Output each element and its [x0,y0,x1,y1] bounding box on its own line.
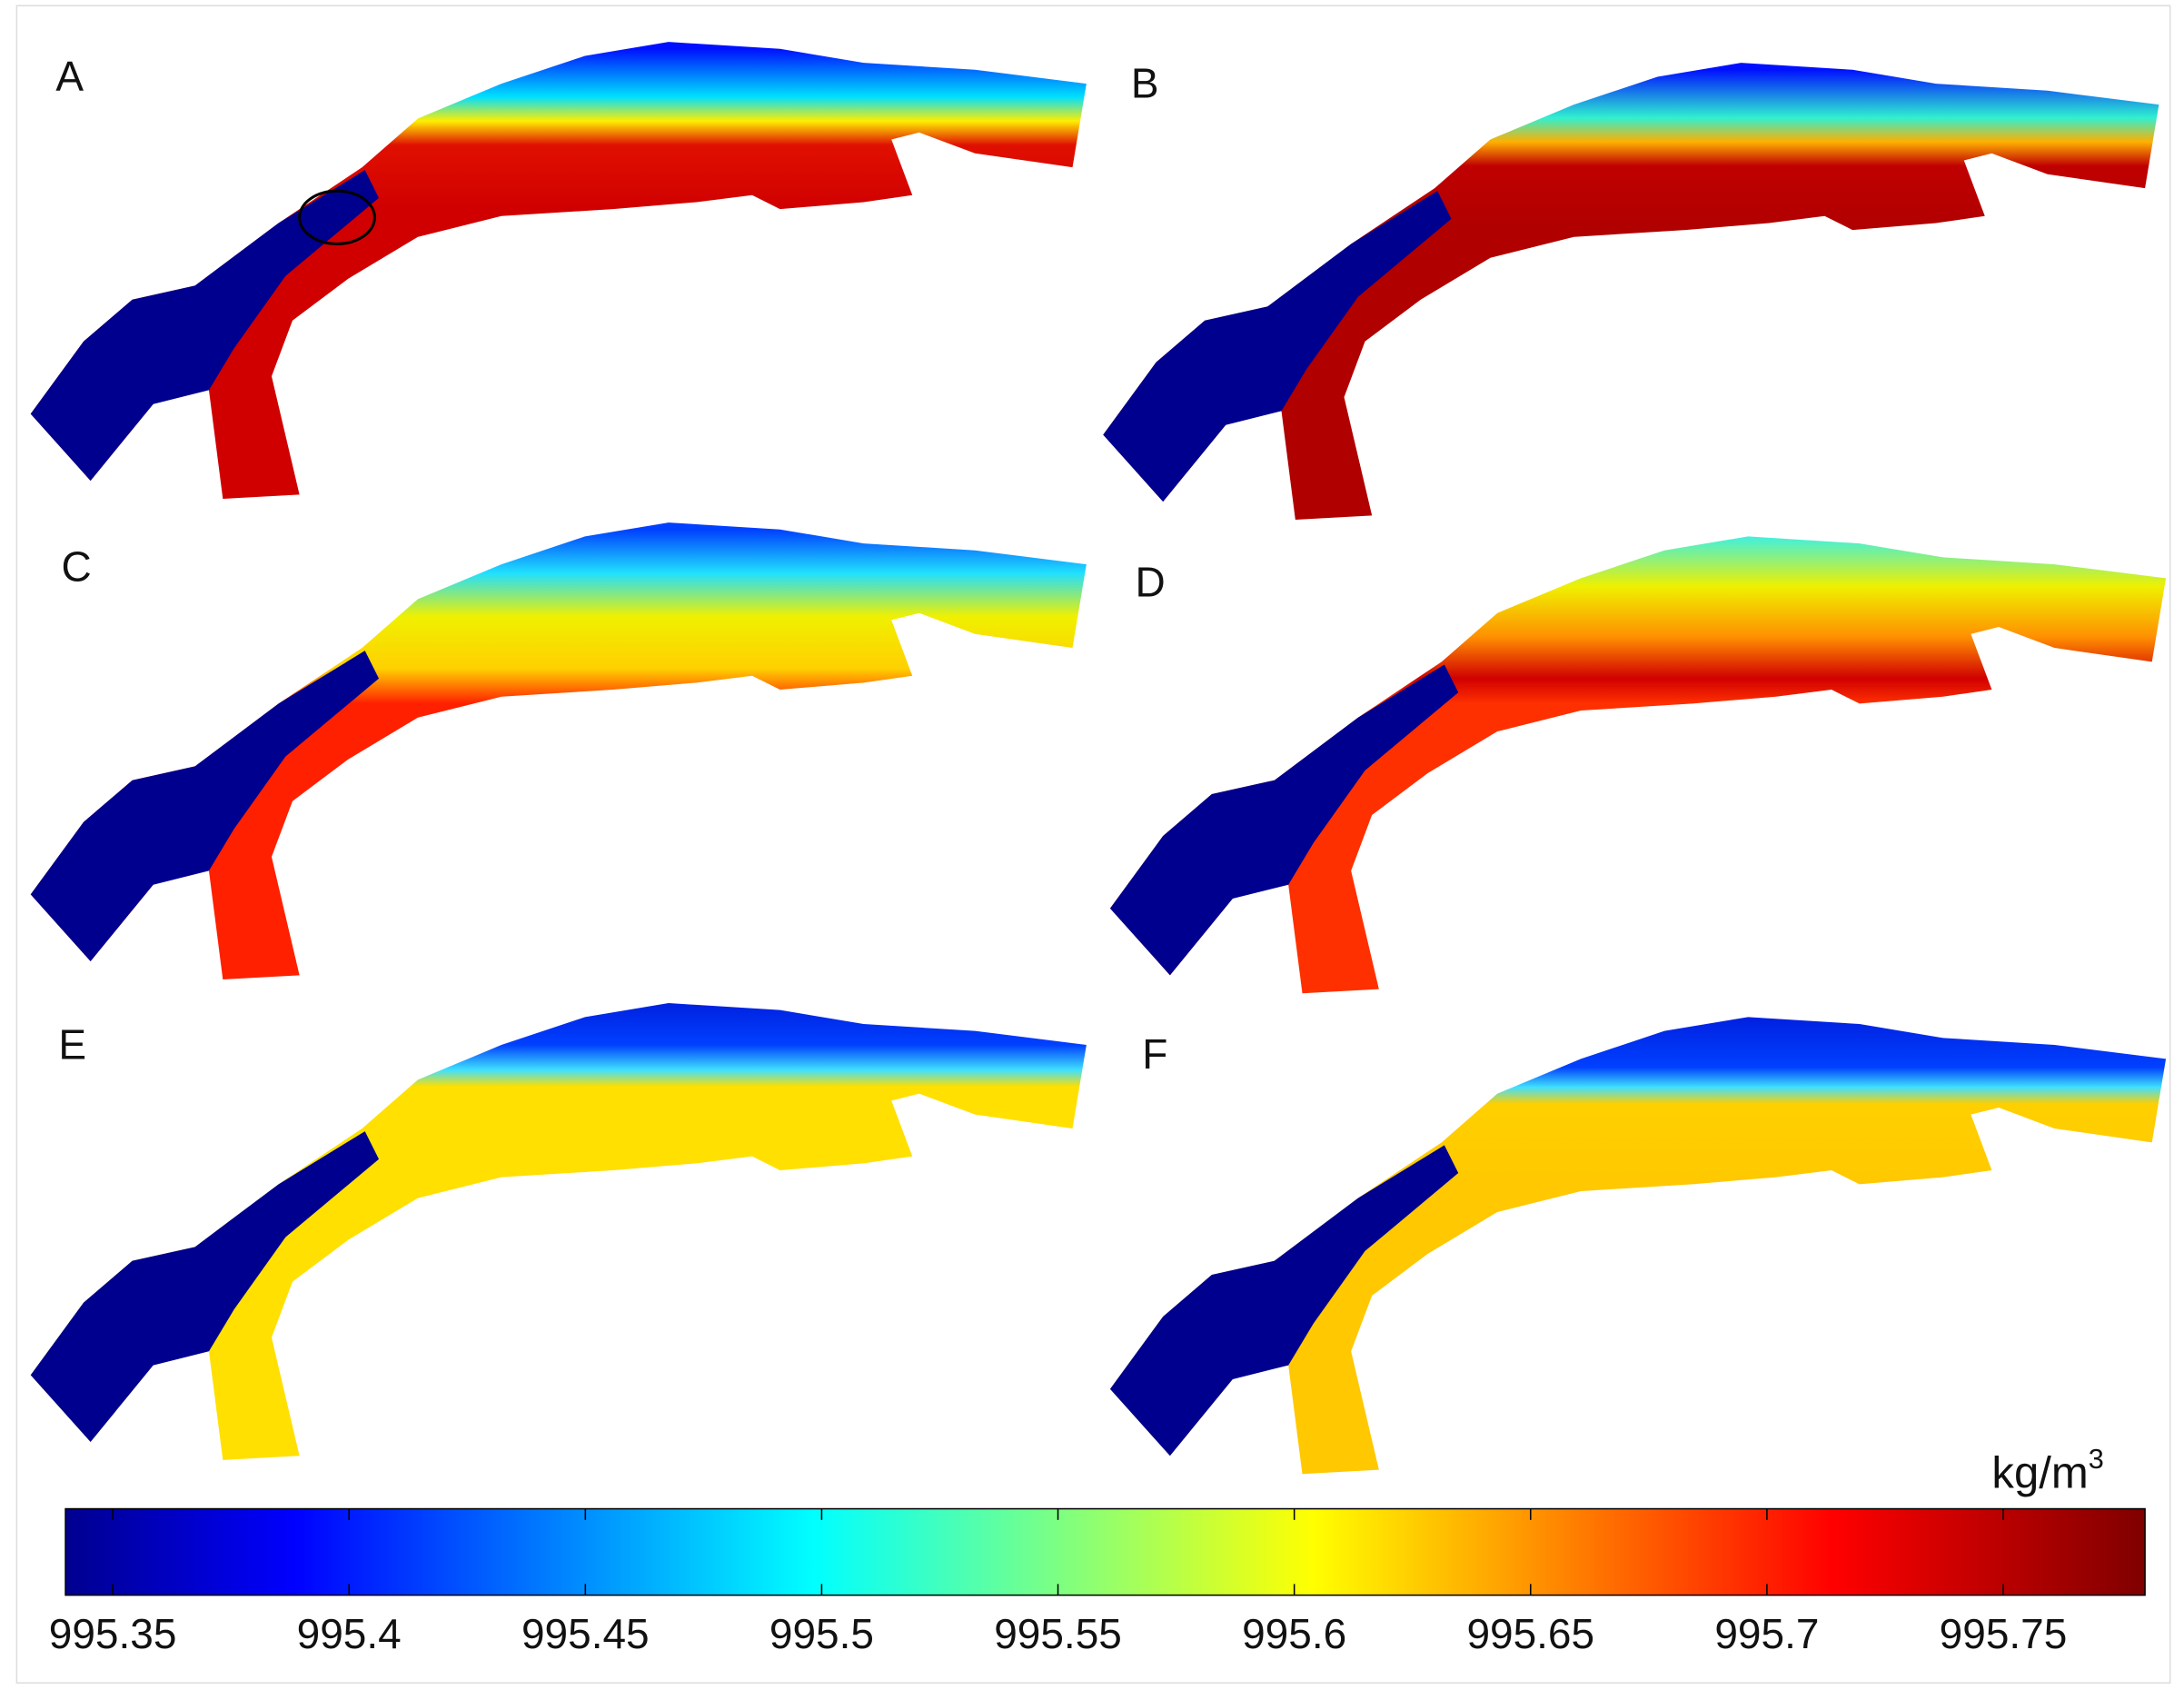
panel-label: F [1142,1030,1167,1078]
panel-label: A [55,53,84,100]
panel-c [30,522,1087,979]
panel-e [30,1003,1087,1460]
unit: kg/m [1991,1449,2088,1498]
colorbar-ticks: 995.35 995.4 995.45 995.5 995.55 995.6 995.65 9… [49,1508,2068,1657]
tick-label: 995.75 [1940,1610,2068,1657]
tick-label: 995.6 [1242,1610,1346,1657]
panel-b [1103,63,2159,521]
panel-d [1109,536,2167,994]
tick-label: 995.7 [1714,1610,1819,1657]
panel-label: C [61,542,91,590]
panel-label: D [1136,558,1166,605]
panel-a [30,42,1087,500]
panel-f [1109,1017,2167,1475]
colorbar-unit: kg/m3 [1991,1444,2103,1497]
tick-label: 995.45 [521,1610,650,1657]
tick-label: 995.65 [1466,1610,1594,1657]
tick-label: 995.5 [769,1610,874,1657]
tick-label: 995.35 [49,1610,177,1657]
unit-superscript: 3 [2089,1444,2104,1475]
panel-label: E [58,1020,86,1068]
frame [15,5,2171,1684]
tick-label: 995.4 [297,1610,402,1657]
tick-label: 995.55 [994,1610,1122,1657]
panel-label: B [1131,59,1159,106]
colorbar [65,1507,2146,1596]
